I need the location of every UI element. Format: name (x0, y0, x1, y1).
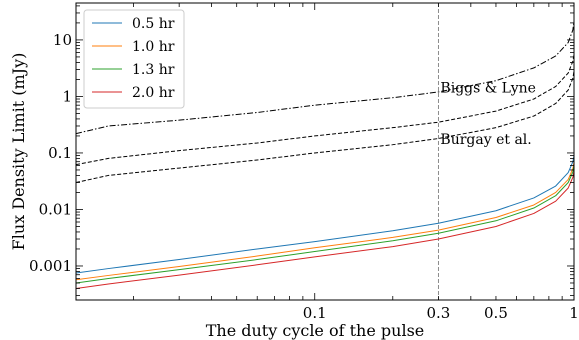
series-line-0-5-hr (76, 155, 574, 274)
legend: 0.5 hr 1.0 hr 1.3 hr 2.0 hr (83, 9, 185, 109)
series-line-reference-5 (76, 54, 574, 166)
annotation-biggs-lyne: Biggs & Lyne (440, 80, 536, 96)
x-axis-label: The duty cycle of the pulse (206, 321, 425, 340)
series-line-reference-6 (76, 71, 574, 183)
series-line-reference-4 (76, 20, 574, 135)
legend-box (83, 9, 185, 109)
y-tick-label: 0.01 (39, 200, 72, 218)
legend-label: 0.5 hr (132, 16, 175, 32)
legend-label: 2.0 hr (132, 85, 175, 101)
y-tick-label: 10 (53, 31, 72, 49)
series-line-1-3-hr (76, 165, 574, 284)
x-tick-label: 0.3 (427, 304, 451, 322)
series-line-2-0-hr (76, 170, 574, 289)
legend-label: 1.3 hr (132, 62, 175, 78)
plot-frame (75, 2, 575, 301)
series-group (76, 3, 574, 300)
x-tick-label: 1 (569, 304, 579, 322)
x-tick-label: 0.5 (484, 304, 508, 322)
x-tick-label: 0.1 (303, 304, 327, 322)
legend-label: 1.0 hr (132, 39, 175, 55)
y-axis-label: Flux Density Limit (mJy) (9, 53, 28, 251)
y-tick-label: 0.1 (48, 144, 72, 162)
annotation-burgay-et-al-: Burgay et al. (440, 132, 531, 148)
y-tick-label: 1 (62, 87, 72, 105)
y-tick-label: 0.001 (29, 257, 72, 275)
series-line-1-0-hr (76, 162, 574, 281)
ticks-group (76, 3, 575, 300)
